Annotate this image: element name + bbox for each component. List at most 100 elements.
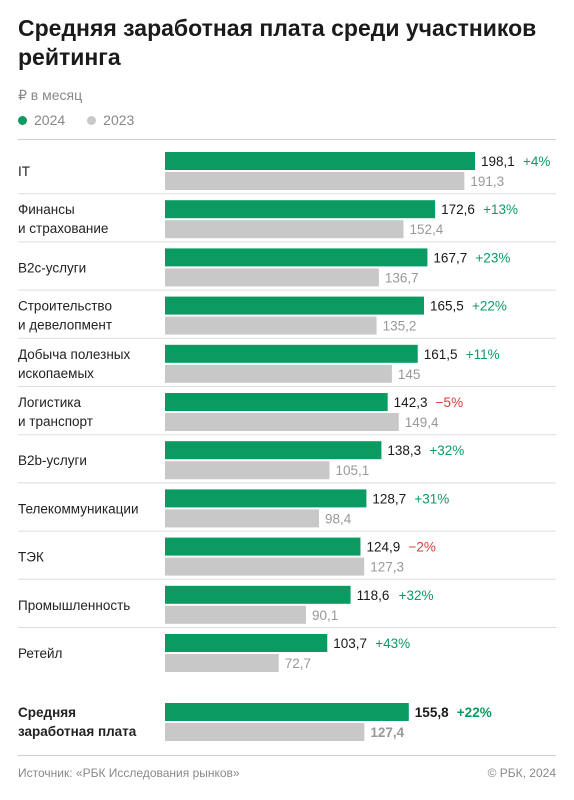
category-label-line: B2c-услуги [18,260,86,275]
bar-2023 [165,723,365,741]
value-label-2024: 161,5 [424,347,458,362]
value-label-2023: 152,4 [409,222,443,237]
bar-2024 [165,200,436,219]
value-label-2023: 145 [398,367,421,382]
bar-2023 [165,654,279,672]
legend-label-2023: 2023 [103,112,135,128]
category-label: Телекоммуникации [18,501,139,516]
legend-swatch-2024 [18,115,27,125]
bar-2024 [165,344,418,363]
value-label-2024: 128,7 [372,491,406,506]
bar-2024 [165,537,361,556]
value-label-2023: 72,7 [285,656,311,671]
category-label-line: Средняя [18,705,76,720]
change-label: +22% [457,705,492,720]
bar-2023 [165,557,365,576]
legend-item-2024: 2024 [18,112,65,128]
bar-2023 [165,509,319,528]
value-label-2023: 127,3 [370,560,404,575]
bar-2023 [165,316,377,335]
category-label-line: ТЭК [18,550,44,565]
legend-swatch-2023 [87,115,97,125]
value-label-2024: 103,7 [333,636,367,651]
category-label-line: и страхование [18,221,108,236]
value-label-2024: 165,5 [430,299,464,314]
change-label: +4% [523,154,550,169]
unit-label: ₽ в месяц [18,87,83,103]
value-label-2024: 167,7 [433,250,467,265]
category-label-line: B2b-услуги [18,453,87,468]
value-label-2024: 118,6 [357,588,390,603]
change-label: +31% [414,491,449,506]
category-label-line: заработная плата [18,724,137,739]
change-label: +22% [472,299,507,314]
copyright-note: © РБК, 2024 [487,766,556,780]
category-label-line: ископаемых [18,366,94,381]
bar-2023 [165,413,399,431]
category-label: B2b-услуги [18,453,87,468]
bar-2024 [165,703,409,721]
category-label: Финансы и страхование [18,202,108,236]
value-label-2023: 136,7 [385,270,419,285]
bar-2023 [165,461,330,480]
value-label-2023: 90,1 [312,608,338,623]
value-label-2023: 127,4 [370,725,404,740]
change-label: +43% [375,636,410,651]
chart-title: Средняя заработная плата среди участнико… [18,15,537,70]
category-label-line: Промышленность [18,598,130,613]
category-label: IT [18,164,30,179]
value-label-2024: 142,3 [394,395,428,410]
category-label: Логистика и транспорт [18,395,93,429]
bar-2023 [165,605,306,624]
category-label: Средняя заработная плата [18,705,137,739]
value-label-2024: 172,6 [441,202,475,217]
category-label-line: Ретейл [18,646,62,661]
category-label: Ретейл [18,646,62,661]
bar-2023 [165,364,392,383]
top-divider [18,139,556,140]
category-label: B2c-услуги [18,260,86,275]
change-label: +11% [466,347,500,362]
value-label-2024: 155,8 [415,705,449,720]
value-label-2023: 105,1 [335,463,369,478]
bar-2024 [165,248,428,267]
value-label-2023: 98,4 [325,511,352,526]
bar-2023 [165,268,379,287]
category-label-line: Финансы [18,202,75,217]
change-label: +13% [483,202,518,217]
category-label-line: и девелопмент [18,318,112,333]
legend-label-2024: 2024 [34,112,66,128]
value-label-2024: 138,3 [387,443,421,458]
bar-2024 [165,489,367,508]
bar-chart: IT 198,1 +4% 191,3 Финансы и страхование 172,6… [18,152,556,741]
change-label: +23% [475,250,510,265]
change-label: +32% [429,443,464,458]
bar-2024 [165,393,388,411]
category-label-line: и транспорт [18,414,93,429]
category-label: Промышленность [18,598,130,613]
category-label: Добыча полезных ископаемых [18,347,130,381]
change-label: −5% [436,395,463,410]
legend: 2024 2023 [18,112,134,128]
category-label: Строительство и девелопмент [18,299,112,333]
category-label-line: IT [18,164,30,179]
bar-2024 [165,152,475,170]
source-note: Источник: «РБК Исследования рынков» [18,766,240,780]
value-label-2023: 149,4 [405,415,439,430]
bar-2024 [165,634,328,652]
bar-2024 [165,585,351,604]
change-label: +32% [399,588,434,603]
bar-2024 [165,296,424,315]
legend-item-2023: 2023 [87,112,134,128]
category-label-line: Добыча полезных [18,347,130,362]
bar-2024 [165,441,382,460]
value-label-2024: 198,1 [481,154,515,169]
value-label-2024: 124,9 [366,540,400,555]
change-label: −2% [408,540,435,555]
value-label-2023: 135,2 [383,319,417,334]
category-label-line: Логистика [18,395,82,410]
category-label-line: Строительство [18,299,112,314]
category-label-line: Телекоммуникации [18,501,139,516]
footer-divider [18,755,556,756]
value-label-2023: 191,3 [470,174,504,189]
